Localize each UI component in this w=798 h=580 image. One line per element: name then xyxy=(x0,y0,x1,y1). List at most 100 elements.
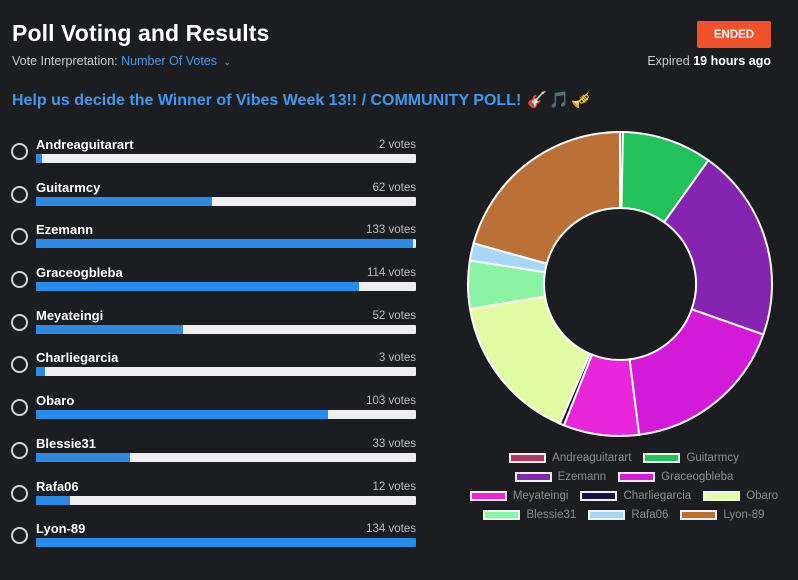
option-name: Blessie31 xyxy=(36,435,96,451)
option-progress-track xyxy=(36,410,416,420)
legend-item[interactable]: Andreaguitarart xyxy=(509,452,631,464)
option-name: Charliegarcia xyxy=(36,350,119,366)
vote-interpretation-dropdown[interactable]: Number Of Votes ⌄ xyxy=(121,54,231,68)
poll-option[interactable]: Lyon-89 134 votes xyxy=(11,520,421,563)
option-votes: 12 votes xyxy=(372,480,416,493)
expired-time: 19 hours ago xyxy=(693,54,771,68)
legend-swatch xyxy=(703,491,741,501)
option-progress-fill xyxy=(36,282,360,292)
expiry-info: Expired 19 hours ago xyxy=(647,54,771,68)
legend-swatch xyxy=(588,510,626,520)
legend-swatch xyxy=(483,510,521,520)
legend-swatch xyxy=(680,510,718,520)
poll-option[interactable]: Obaro 103 votes xyxy=(11,392,421,435)
option-votes: 103 votes xyxy=(366,395,416,408)
legend-label: Lyon-89 xyxy=(723,509,765,521)
legend-item[interactable]: Obaro xyxy=(703,490,778,502)
legend-swatch xyxy=(514,472,552,482)
option-progress-fill xyxy=(36,495,71,505)
option-progress-track xyxy=(36,196,416,206)
option-progress-fill xyxy=(36,367,45,377)
option-name: Ezemann xyxy=(36,222,94,238)
poll-option[interactable]: Ezemann 133 votes xyxy=(11,221,421,264)
option-votes: 133 votes xyxy=(366,224,416,237)
legend-item[interactable]: Meyateingi xyxy=(469,490,569,502)
legend-item[interactable]: Charliegarcia xyxy=(580,490,691,502)
poll-option[interactable]: Graceogbleba 114 votes xyxy=(11,264,421,307)
legend-item[interactable]: Lyon-89 xyxy=(680,509,765,521)
legend-item[interactable]: Graceogbleba xyxy=(618,471,733,483)
poll-option[interactable]: Blessie31 33 votes xyxy=(11,435,421,478)
legend-label: Andreaguitarart xyxy=(552,452,632,464)
legend-swatch xyxy=(580,491,618,501)
option-name: Andreaguitarart xyxy=(36,137,134,152)
poll-option[interactable]: Guitarmcy 62 votes xyxy=(11,179,421,222)
option-progress-fill xyxy=(36,196,212,206)
option-radio[interactable] xyxy=(11,527,28,545)
expired-prefix: Expired xyxy=(647,54,690,68)
legend-item[interactable]: Ezemann xyxy=(514,471,606,483)
poll-emojis: 🎸🎵🎺 xyxy=(527,92,594,109)
option-progress-fill xyxy=(36,538,416,548)
vote-interpretation-label: Vote Interpretation: xyxy=(12,54,118,68)
legend-item[interactable]: Blessie31 xyxy=(483,509,576,521)
option-radio[interactable] xyxy=(11,356,28,374)
poll-option[interactable]: Andreaguitarart 2 votes xyxy=(11,136,421,179)
option-radio[interactable] xyxy=(11,143,28,160)
donut-slice[interactable] xyxy=(628,308,765,436)
donut-slice[interactable] xyxy=(662,158,773,336)
legend-swatch xyxy=(643,453,681,463)
option-progress-track xyxy=(36,154,416,163)
legend-label: Rafa06 xyxy=(631,509,669,521)
option-radio[interactable] xyxy=(11,484,28,502)
page-title: Poll Voting and Results xyxy=(12,20,270,46)
option-name: Rafa06 xyxy=(36,478,79,494)
legend-label: Guitarmcy xyxy=(686,452,739,464)
option-votes: 134 votes xyxy=(366,523,416,536)
option-progress-fill xyxy=(36,410,329,420)
option-progress-fill xyxy=(36,239,414,249)
results-donut-chart xyxy=(467,130,773,437)
option-progress-track xyxy=(36,367,416,377)
legend-label: Graceogbleba xyxy=(661,471,734,483)
option-votes: 2 votes xyxy=(378,139,416,151)
legend-swatch xyxy=(509,453,547,463)
legend-item[interactable]: Rafa06 xyxy=(588,509,668,521)
poll-option[interactable]: Charliegarcia 3 votes xyxy=(11,349,421,392)
legend-label: Meyateingi xyxy=(512,490,569,502)
poll-option[interactable]: Meyateingi 52 votes xyxy=(11,307,421,350)
option-radio[interactable] xyxy=(11,399,28,417)
option-progress-track xyxy=(36,452,416,462)
poll-question: Help us decide the Winner of Vibes Week … xyxy=(12,90,593,110)
option-radio[interactable] xyxy=(11,185,28,203)
legend-swatch xyxy=(618,472,656,482)
chart-legend: Andreaguitarart Guitarmcy Ezemann Graceogbl… xyxy=(466,452,782,521)
poll-option[interactable]: Rafa06 12 votes xyxy=(11,478,421,521)
legend-swatch xyxy=(469,491,507,501)
poll-question-text: Help us decide the Winner of Vibes Week … xyxy=(12,92,522,109)
legend-label: Charliegarcia xyxy=(623,490,692,502)
poll-options-list: Andreaguitarart 2 votes Guitarmcy 62 votes E… xyxy=(11,136,421,563)
legend-label: Obaro xyxy=(746,490,779,502)
option-radio[interactable] xyxy=(11,271,28,289)
option-radio[interactable] xyxy=(11,313,28,331)
legend-item[interactable]: Guitarmcy xyxy=(643,452,739,464)
option-progress-track xyxy=(36,495,416,505)
vote-interpretation-value: Number Of Votes xyxy=(121,54,217,68)
legend-label: Blessie31 xyxy=(526,509,577,521)
donut-slice[interactable] xyxy=(472,130,621,265)
option-votes: 52 votes xyxy=(372,309,416,322)
vote-interpretation: Vote Interpretation: Number Of Votes ⌄ xyxy=(12,54,231,68)
option-radio[interactable] xyxy=(11,228,28,246)
option-progress-fill xyxy=(36,324,184,334)
option-votes: 114 votes xyxy=(366,267,416,280)
option-progress-fill xyxy=(36,452,130,462)
option-name: Obaro xyxy=(36,393,75,409)
option-progress-fill xyxy=(36,154,42,163)
status-badge: ENDED xyxy=(697,21,771,48)
option-radio[interactable] xyxy=(11,441,28,459)
option-name: Meyateingi xyxy=(36,307,104,323)
option-name: Graceogbleba xyxy=(36,265,123,281)
option-progress-track xyxy=(36,239,416,249)
chevron-down-icon: ⌄ xyxy=(223,57,232,68)
